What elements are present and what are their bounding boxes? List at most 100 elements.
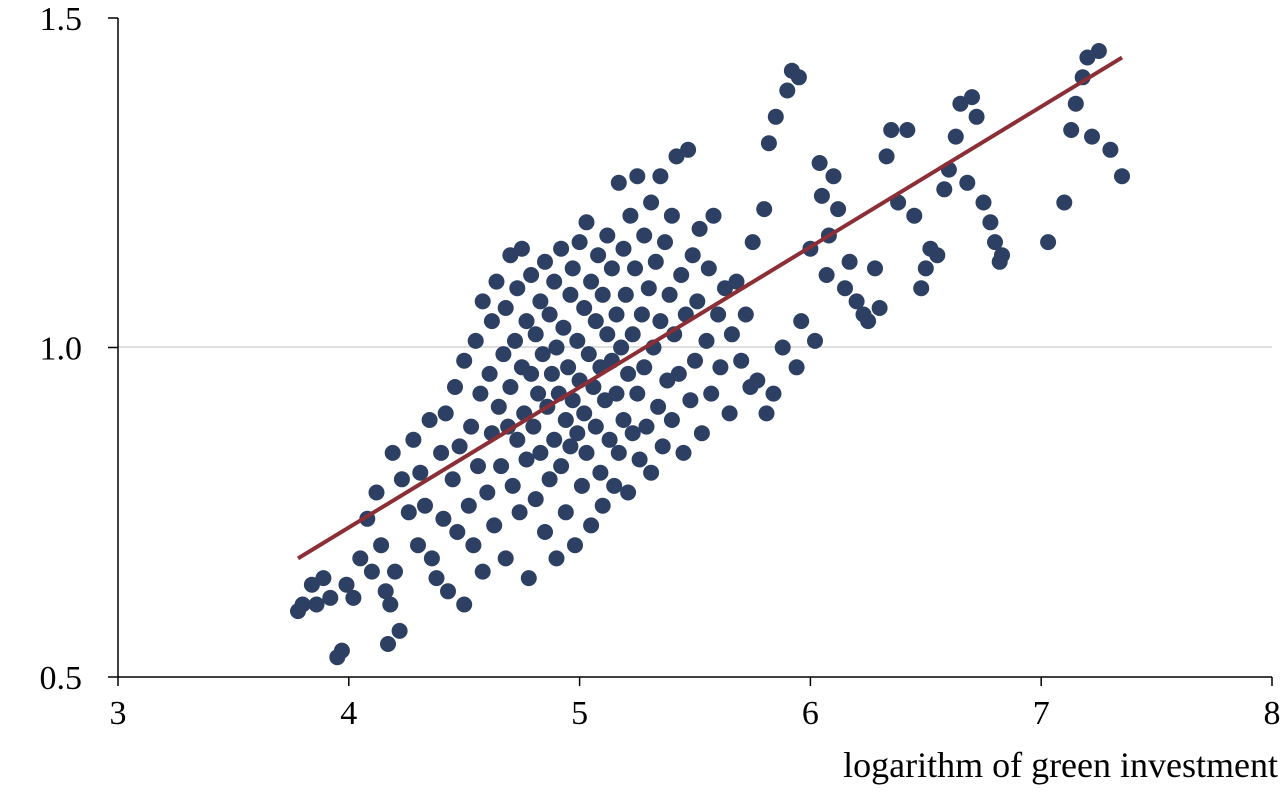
data-point: [456, 352, 473, 369]
data-point: [523, 267, 540, 283]
data-point: [592, 464, 609, 481]
data-point: [583, 273, 600, 290]
data-point: [1040, 234, 1057, 251]
data-point: [629, 168, 646, 185]
data-point: [663, 207, 680, 224]
x-tick-label: 8: [1264, 695, 1281, 732]
data-point: [657, 234, 673, 251]
data-point: [541, 471, 558, 488]
data-point: [511, 504, 528, 521]
data-points: [290, 43, 1130, 666]
data-point: [569, 425, 586, 442]
data-point: [451, 438, 468, 455]
data-point: [673, 267, 690, 283]
data-point: [553, 240, 570, 257]
data-point: [294, 596, 311, 613]
data-point: [631, 451, 648, 468]
data-point: [433, 444, 450, 461]
data-point: [587, 313, 604, 330]
data-point: [567, 537, 583, 554]
data-point: [578, 444, 595, 461]
data-point: [576, 405, 593, 422]
data-point: [493, 458, 510, 475]
data-point: [322, 589, 339, 606]
data-point: [620, 484, 637, 501]
data-point: [488, 273, 505, 290]
data-point: [470, 458, 486, 475]
data-point: [749, 372, 766, 389]
data-point: [712, 359, 729, 376]
data-point: [603, 260, 620, 277]
data-point: [587, 418, 604, 435]
data-point: [527, 491, 544, 508]
data-point: [606, 477, 623, 494]
data-point: [841, 253, 858, 270]
data-point: [1063, 122, 1080, 138]
data-point: [537, 253, 553, 270]
data-point: [622, 207, 639, 224]
data-point: [652, 313, 669, 330]
data-point: [541, 306, 558, 323]
data-point: [555, 319, 572, 336]
data-point: [564, 260, 581, 277]
data-point: [703, 385, 720, 402]
data-point: [624, 425, 641, 442]
data-point: [952, 95, 969, 112]
data-point: [562, 438, 579, 455]
data-point: [871, 300, 888, 316]
data-point: [647, 253, 664, 270]
data-point: [363, 563, 380, 580]
data-point: [994, 247, 1010, 264]
data-point: [1056, 194, 1073, 211]
data-point: [460, 497, 477, 514]
data-point: [689, 293, 706, 310]
data-point: [391, 622, 408, 639]
data-point: [610, 444, 627, 461]
data-point: [929, 247, 946, 264]
data-point: [518, 313, 535, 330]
data-point: [580, 346, 597, 363]
data-point: [654, 438, 671, 455]
data-point: [825, 168, 842, 185]
data-point: [400, 504, 417, 521]
data-point: [643, 464, 660, 481]
data-point: [490, 398, 507, 415]
data-point: [497, 550, 514, 567]
data-point: [790, 69, 807, 86]
data-point: [417, 497, 433, 514]
data-point: [345, 589, 362, 606]
data-point: [968, 108, 985, 125]
data-point: [537, 524, 553, 540]
data-point: [562, 286, 579, 303]
data-point: [571, 234, 588, 251]
data-point: [440, 583, 456, 600]
data-point: [548, 339, 565, 356]
data-point: [387, 563, 403, 580]
data-point: [899, 122, 916, 138]
data-point: [546, 431, 563, 448]
data-point: [737, 306, 754, 323]
data-point: [633, 306, 650, 323]
data-point: [553, 458, 570, 475]
data-point: [906, 207, 923, 224]
data-point: [479, 484, 496, 501]
data-point: [578, 214, 595, 231]
data-point: [608, 306, 625, 323]
data-point: [691, 220, 708, 237]
data-point: [548, 550, 565, 567]
data-point: [382, 596, 399, 613]
data-point: [569, 332, 586, 349]
data-point: [557, 412, 574, 428]
data-point: [481, 365, 498, 382]
data-point: [860, 313, 877, 330]
data-point: [530, 385, 547, 402]
data-point: [705, 207, 722, 224]
data-point: [670, 365, 687, 382]
y-tick-label: 1.5: [40, 1, 83, 38]
data-point: [636, 227, 653, 244]
data-point: [594, 497, 611, 514]
data-point: [682, 392, 699, 409]
data-point: [523, 365, 540, 382]
data-point: [497, 300, 514, 316]
data-point: [779, 82, 796, 99]
